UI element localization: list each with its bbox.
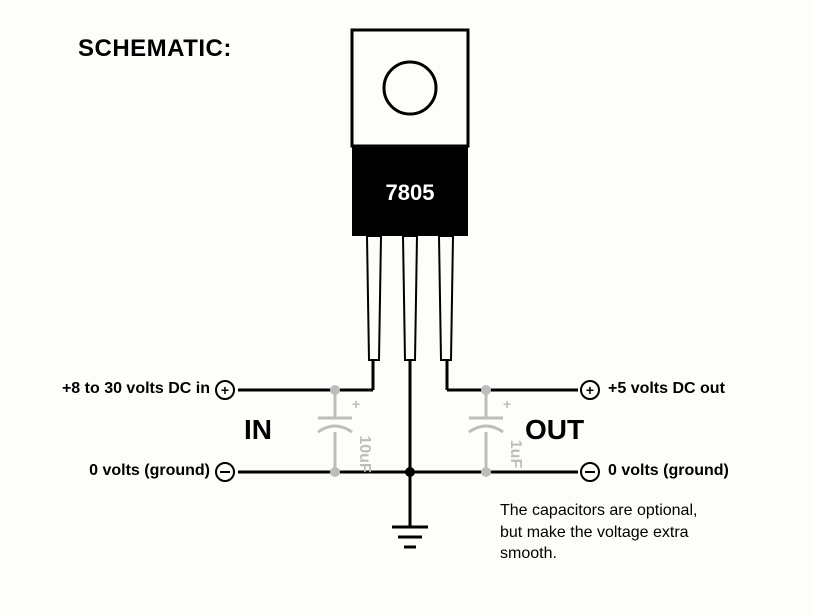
svg-text:+: + (352, 396, 360, 412)
note-text: The capacitors are optional, but make th… (500, 500, 697, 565)
svg-text:+: + (586, 382, 594, 398)
big-label-out: OUT (525, 414, 584, 446)
label-in-pos: +8 to 30 volts DC in (62, 380, 210, 398)
ground-symbol (392, 472, 428, 547)
big-label-in: IN (244, 414, 272, 446)
label-out-pos: +5 volts DC out (608, 380, 725, 398)
cap-out-value: 1uF (507, 440, 524, 469)
regulator-7805: 7805 (352, 30, 468, 472)
pin-3-out (439, 236, 453, 360)
svg-text:+: + (221, 382, 229, 398)
pin-1-in (367, 236, 381, 360)
cap-in-value: 10uF (356, 435, 373, 473)
terminal-in-neg (216, 463, 234, 481)
schematic-canvas: SCHEMATIC: 7805 (0, 0, 814, 616)
label-out-neg: 0 volts (ground) (608, 462, 729, 480)
capacitor-in: + 10uF (318, 385, 373, 477)
label-in-neg: 0 volts (ground) (89, 462, 210, 480)
terminal-out-neg (581, 463, 599, 481)
regulator-label: 7805 (386, 180, 435, 205)
terminal-out-pos: + (581, 381, 599, 399)
capacitor-out: + 1uF (469, 385, 524, 477)
pin-2-gnd (403, 236, 417, 360)
terminal-in-pos: + (216, 381, 234, 399)
svg-text:+: + (503, 396, 511, 412)
